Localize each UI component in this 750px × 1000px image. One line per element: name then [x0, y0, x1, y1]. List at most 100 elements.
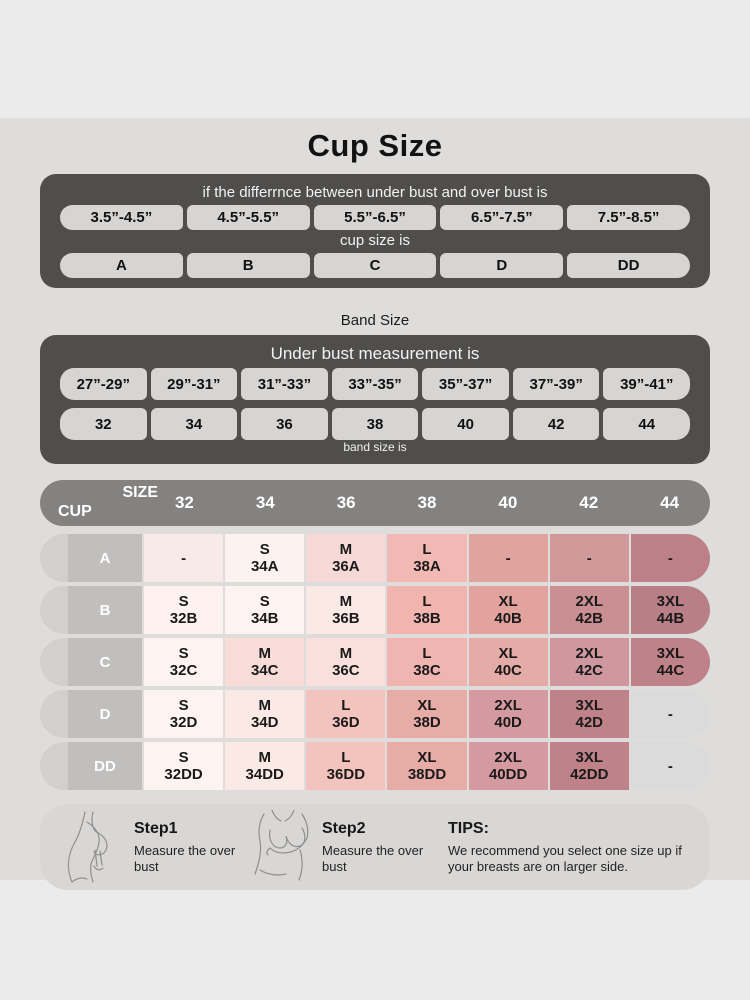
cell-size: M — [339, 645, 353, 662]
band-size-title: Band Size — [340, 312, 410, 329]
band-size-pill: 34 — [150, 408, 238, 440]
tips-title: TIPS: — [448, 819, 489, 837]
matrix-cell: - — [549, 534, 629, 582]
cell-size: XL — [417, 697, 437, 714]
tips-text: We recommend you select one size up if y… — [448, 842, 682, 874]
row-cap — [40, 742, 68, 790]
cell-dash: - — [667, 705, 673, 723]
row-cap — [40, 586, 68, 634]
matrix-cell: 2XL 42C — [549, 638, 629, 686]
cell-size: XL — [498, 645, 518, 662]
matrix-cell: M 36B — [306, 586, 386, 634]
band-range-pill: 29”-31” — [150, 368, 238, 400]
cup-range-pill: 6.5”-7.5” — [440, 205, 564, 230]
matrix-cell: L 38A — [387, 534, 467, 582]
size-matrix: A - S 34A M 36A L 38A - - - B S 32B S 34B M 36B L 38B XL 40B 2… — [40, 534, 710, 790]
matrix-cell: - — [630, 534, 710, 582]
cell-size: 2XL — [494, 749, 522, 766]
cell-size: 3XL — [575, 697, 604, 714]
step2-text: Measure the over bust — [322, 842, 424, 874]
cell-code: 34A — [250, 558, 279, 575]
cup-size-is-caption: cup size is — [339, 232, 411, 249]
step1-title: Step1 — [134, 819, 178, 837]
cell-dash: - — [586, 549, 592, 567]
cell-code: 42DD — [570, 766, 609, 783]
band-range-pill: 33”-35” — [331, 368, 419, 400]
band-size-pill: 38 — [331, 408, 419, 440]
matrix-row: C S 32C M 34C M 36C L 38C XL 40C 2XL 42C 3XL 44C — [40, 638, 710, 686]
content-band: Cup Size if the differrnce between under… — [0, 118, 750, 890]
cup-range-pill: 7.5”-8.5” — [567, 205, 690, 230]
cup-difference-caption: if the differrnce between under bust and… — [202, 184, 548, 201]
band-size-pill: 32 — [60, 408, 147, 440]
cell-size: 3XL — [656, 593, 685, 610]
matrix-column-header: 32 — [174, 493, 194, 512]
cell-code: 40B — [494, 610, 522, 627]
cell-code: 36B — [332, 610, 360, 627]
matrix-cell: 3XL 42DD — [549, 742, 629, 790]
cell-code: 42D — [575, 714, 604, 731]
cell-size: 2XL — [494, 697, 522, 714]
cell-size: XL — [498, 593, 518, 610]
cup-range-pill: 5.5”-6.5” — [313, 205, 437, 230]
matrix-cell: S 34B — [225, 586, 305, 634]
matrix-cell: 3XL 44C — [630, 638, 710, 686]
matrix-cell: S 34A — [225, 534, 305, 582]
cell-size: S — [178, 593, 189, 610]
matrix-header: SIZE CUP 32 34 36 38 40 42 44 — [40, 480, 710, 526]
cell-code: 42B — [575, 610, 604, 627]
cup-range-pill: 4.5”-5.5” — [186, 205, 310, 230]
cell-size: 3XL — [656, 645, 685, 662]
cell-size: XL — [417, 749, 437, 766]
matrix-cell: S 32C — [144, 638, 224, 686]
cell-size: L — [422, 645, 432, 662]
matrix-cell: XL 40C — [468, 638, 548, 686]
band-size-pill: 40 — [422, 408, 509, 440]
cup-range-pill: 3.5”-4.5” — [60, 205, 183, 230]
matrix-cell: 3XL 44B — [630, 586, 710, 634]
cell-dash: - — [667, 549, 673, 567]
band-size-pill: 44 — [603, 408, 691, 440]
cup-range-row: 3.5”-4.5” 4.5”-5.5” 5.5”-6.5” 6.5”-7.5” 7.5”… — [60, 205, 690, 230]
cell-code: 36C — [332, 662, 360, 679]
band-range-pill: 37”-39” — [512, 368, 600, 400]
band-size-row: 32 34 36 38 40 42 44 — [60, 408, 691, 440]
cell-size: 3XL — [575, 749, 604, 766]
cell-code: 36D — [332, 714, 360, 731]
cell-code: 34B — [250, 610, 279, 627]
cell-code: 38B — [413, 610, 441, 627]
matrix-cell: L 36D — [306, 690, 386, 738]
step1-block: Step1 Measure the over bust — [134, 820, 242, 875]
cell-code: 34D — [250, 714, 279, 731]
cell-code: 40DD — [488, 766, 528, 783]
cell-code: 32DD — [164, 766, 203, 783]
matrix-cell: M 36A — [306, 534, 386, 582]
matrix-column-header: 34 — [255, 493, 275, 512]
band-range-pill: 31”-33” — [241, 368, 328, 400]
matrix-cell: M 34DD — [225, 742, 305, 790]
band-range-pill: 35”-37” — [422, 368, 509, 400]
cell-code: 40D — [494, 714, 522, 731]
matrix-cell: S 32DD — [144, 742, 224, 790]
cell-size: M — [258, 697, 271, 714]
cup-letter-pill: A — [60, 253, 183, 278]
cell-code: 44B — [656, 610, 685, 627]
cell-size: S — [259, 593, 270, 610]
matrix-cell: M 36C — [306, 638, 386, 686]
cell-code: 38DD — [407, 766, 447, 783]
matrix-cell: 2XL 42B — [549, 586, 629, 634]
cell-size: M — [339, 593, 353, 610]
row-cup-label: A — [68, 534, 142, 582]
matrix-row: DD S 32DD M 34DD L 36DD XL 38DD 2XL 40DD 3XL 42DD - — [40, 742, 710, 790]
cell-size: S — [178, 697, 189, 714]
step2-block: Step2 Measure the over bust — [322, 820, 430, 875]
row-cup-label: D — [68, 690, 142, 738]
cell-size: 2XL — [575, 645, 604, 662]
matrix-cell: S 32B — [144, 586, 224, 634]
cell-code: 34C — [250, 662, 279, 679]
under-bust-caption: Under bust measurement is — [270, 344, 480, 363]
matrix-cell: XL 38DD — [387, 742, 467, 790]
band-size-is-caption: band size is — [343, 440, 407, 454]
cell-code: 38C — [413, 662, 441, 679]
cell-code: 38A — [413, 558, 441, 575]
